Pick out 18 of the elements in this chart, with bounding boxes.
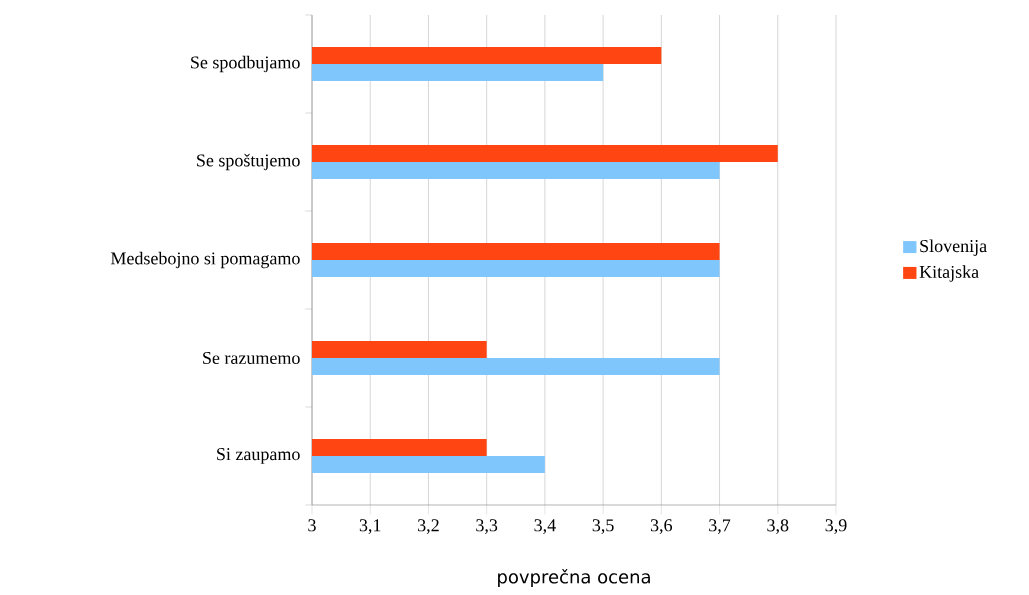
x-tick-label: 3,7	[709, 519, 731, 534]
x-tick-label: 3,5	[592, 519, 614, 534]
y-tick-label: Si zaupamo	[217, 448, 300, 464]
x-tick-label: 3,1	[359, 519, 381, 534]
y-tick-label: Se spodbujamo	[191, 55, 300, 73]
x-tick-label: 3,8	[767, 519, 789, 534]
x-tick-label: 3,4	[534, 519, 556, 534]
y-tick-label: Se spoštujemo	[197, 153, 300, 171]
x-tick-label: 3,9	[825, 519, 847, 534]
x-tick-label: 3	[308, 519, 316, 532]
legend-label: Kitajska	[919, 265, 979, 282]
x-tick-label: 3,6	[650, 519, 673, 534]
y-tick-label: Se razumemo	[203, 351, 300, 365]
y-tick-label: Medsebojno si pomagamo	[110, 251, 300, 269]
legend-label: Slovenija	[920, 239, 987, 256]
x-axis-title: povprečna ocena	[498, 568, 650, 588]
x-tick-label: 3,3	[476, 519, 498, 534]
x-tick-label: 3,2	[418, 519, 439, 534]
